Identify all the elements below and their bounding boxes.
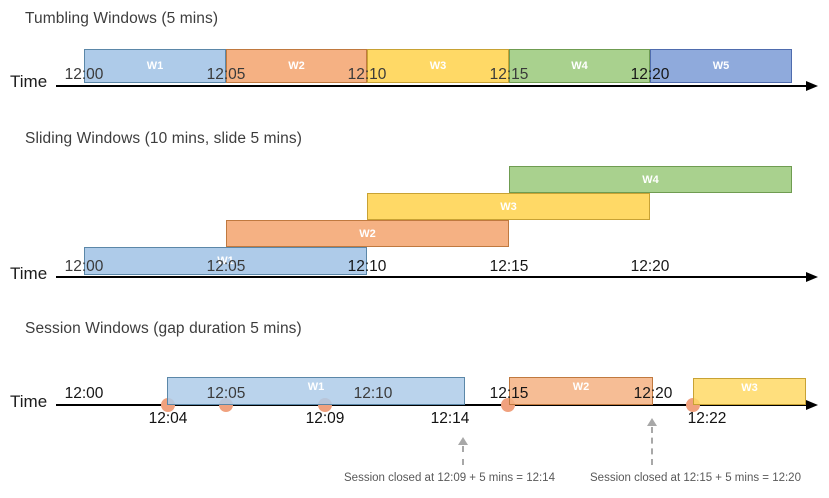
event-time-label: 12:22 [687, 410, 727, 427]
session-title: Session Windows (gap duration 5 mins) [25, 320, 302, 337]
time-axis [56, 276, 808, 278]
window-label: W1 [307, 381, 325, 393]
session-close-note: Session closed at 12:15 + 5 mins = 12:20 [590, 472, 801, 484]
window-label: W4 [642, 173, 659, 186]
tumbling-window-w2: W2 [226, 49, 367, 83]
time-axis [56, 85, 808, 87]
axis-arrow-icon [806, 272, 818, 282]
tumbling-window-w3: W3 [367, 49, 509, 83]
sliding-title: Sliding Windows (10 mins, slide 5 mins) [25, 130, 302, 147]
window-label: W4 [571, 60, 588, 72]
window-label: W1 [146, 60, 164, 72]
session-window-w3: W3 [693, 378, 806, 405]
time-axis-label: Time [10, 72, 48, 91]
axis-tick: 12:15 [489, 385, 529, 402]
axis-arrow-icon [806, 81, 818, 91]
axis-tick: 12:15 [489, 258, 529, 275]
window-label: W3 [429, 60, 447, 72]
tumbling-window-w1: W1 [84, 49, 226, 83]
event-time-label: 12:14 [430, 410, 470, 427]
axis-tick: 12:20 [633, 385, 673, 402]
session-close-pointer [462, 446, 464, 465]
sliding-window-w3: W3 [367, 193, 650, 220]
axis-tick: 12:05 [206, 66, 246, 83]
sliding-window-w2: W2 [226, 220, 509, 247]
tumbling-window-w4: W4 [509, 49, 650, 83]
session-close-pointer [651, 427, 653, 465]
time-axis-label: Time [10, 264, 48, 283]
time-axis [56, 404, 808, 406]
axis-tick: 12:00 [64, 385, 104, 402]
axis-tick: 12:10 [347, 258, 387, 275]
sliding-window-w4: W4 [509, 166, 792, 193]
window-label: W2 [572, 381, 590, 393]
axis-tick: 12:00 [64, 66, 104, 83]
axis-tick: 12:15 [489, 66, 529, 83]
axis-tick: 12:10 [353, 385, 393, 402]
arrow-up-icon [647, 418, 657, 426]
axis-tick: 12:10 [347, 66, 387, 83]
time-axis-label: Time [10, 392, 48, 411]
session-window-w2: W2 [509, 377, 653, 405]
window-label: W1 [217, 255, 234, 267]
session-window-w1: W1 [167, 377, 465, 405]
event-time-label: 12:04 [148, 410, 188, 427]
axis-tick: 12:05 [206, 258, 246, 275]
axis-tick: 12:05 [206, 385, 246, 402]
window-label: W2 [288, 60, 305, 72]
arrow-up-icon [458, 437, 468, 445]
session-close-note: Session closed at 12:09 + 5 mins = 12:14 [344, 472, 555, 484]
tumbling-window-w5: W5 [650, 49, 792, 83]
sliding-window-w1: W1 [84, 247, 367, 275]
tumbling-title: Tumbling Windows (5 mins) [25, 10, 219, 27]
window-label: W2 [359, 227, 376, 240]
window-label: W5 [712, 60, 730, 72]
axis-tick: 12:20 [630, 258, 670, 275]
axis-tick: 12:20 [630, 66, 670, 83]
axis-tick: 12:00 [64, 258, 104, 275]
window-label: W3 [500, 200, 517, 213]
axis-arrow-icon [806, 400, 818, 410]
window-label: W3 [741, 382, 758, 394]
event-time-label: 12:09 [305, 410, 345, 427]
